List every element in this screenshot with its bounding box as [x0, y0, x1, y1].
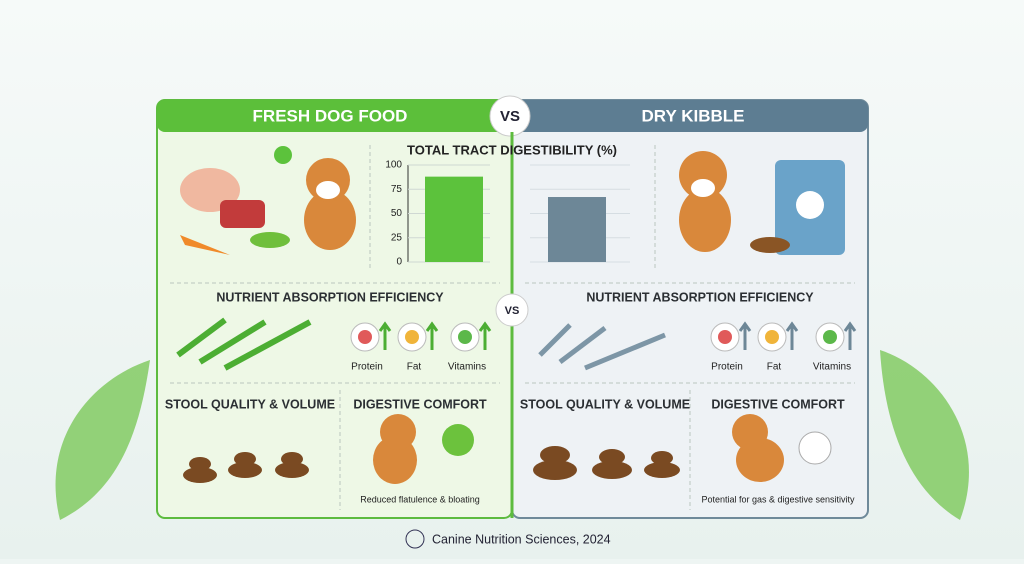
vs-text: VS [500, 108, 520, 125]
footer: Canine Nutrition Sciences, 2024 [432, 532, 611, 546]
uneasy-dog [732, 414, 832, 482]
nutrient-label: Protein [711, 362, 743, 373]
fresh-header [157, 100, 512, 132]
section-title: DIGESTIVE COMFORT [353, 397, 487, 411]
footer-logo [405, 529, 425, 549]
absorption-arrows [176, 317, 312, 371]
up-arrow [843, 321, 857, 350]
vs-badge [495, 293, 529, 327]
separators [170, 145, 855, 510]
y-tick-label: 50 [391, 208, 403, 219]
y-tick-label: 25 [391, 232, 403, 243]
up-arrow [478, 321, 492, 350]
section-title: NUTRIENT ABSORPTION EFFICIENCY [216, 290, 444, 304]
nutrient-label: Fat [767, 362, 782, 373]
kibble-header [512, 100, 868, 132]
right-title: DRY KIBBLE [642, 106, 745, 125]
up-arrow [785, 321, 799, 350]
up-arrow [378, 321, 392, 350]
absorption-arrows [538, 323, 666, 371]
kibble-illustration [679, 151, 845, 255]
nutrient-label: Fat [407, 362, 422, 373]
up-arrow [425, 321, 439, 350]
bar [425, 176, 483, 262]
section-title: NUTRIENT ABSORPTION EFFICIENCY [586, 290, 814, 304]
stool-icons [183, 446, 680, 483]
leaf [880, 350, 969, 520]
up-arrow [738, 321, 752, 350]
happy-dog [373, 414, 474, 484]
y-tick-label: 100 [385, 160, 402, 171]
comfort-note: Reduced flatulence & bloating [360, 494, 480, 504]
leaf [55, 360, 150, 520]
fresh-food-illustration [180, 146, 356, 255]
left-title: FRESH DOG FOOD [253, 106, 408, 125]
chart-title: TOTAL TRACT DIGESTIBILITY (%) [407, 142, 617, 157]
section-title: STOOL QUALITY & VOLUME [165, 397, 335, 411]
y-tick-label: 75 [391, 184, 403, 195]
section-title: STOOL QUALITY & VOLUME [520, 397, 690, 411]
nutrient-symbol [718, 330, 732, 344]
comfort-note: Potential for gas & digestive sensitivit… [701, 494, 855, 504]
bar [548, 197, 606, 262]
nutrient-symbol [823, 330, 837, 344]
nutrient-symbol [358, 330, 372, 344]
nutrient-label: Vitamins [448, 362, 486, 373]
nutrient-symbol [765, 330, 779, 344]
nutrient-label: Vitamins [813, 362, 851, 373]
section-title: DIGESTIVE COMFORT [711, 397, 845, 411]
nutrient-symbol [405, 330, 419, 344]
nutrient-symbol [458, 330, 472, 344]
vs-badge [489, 95, 531, 137]
vs-text: VS [505, 305, 520, 317]
y-tick-label: 0 [396, 257, 402, 268]
nutrient-label: Protein [351, 362, 383, 373]
